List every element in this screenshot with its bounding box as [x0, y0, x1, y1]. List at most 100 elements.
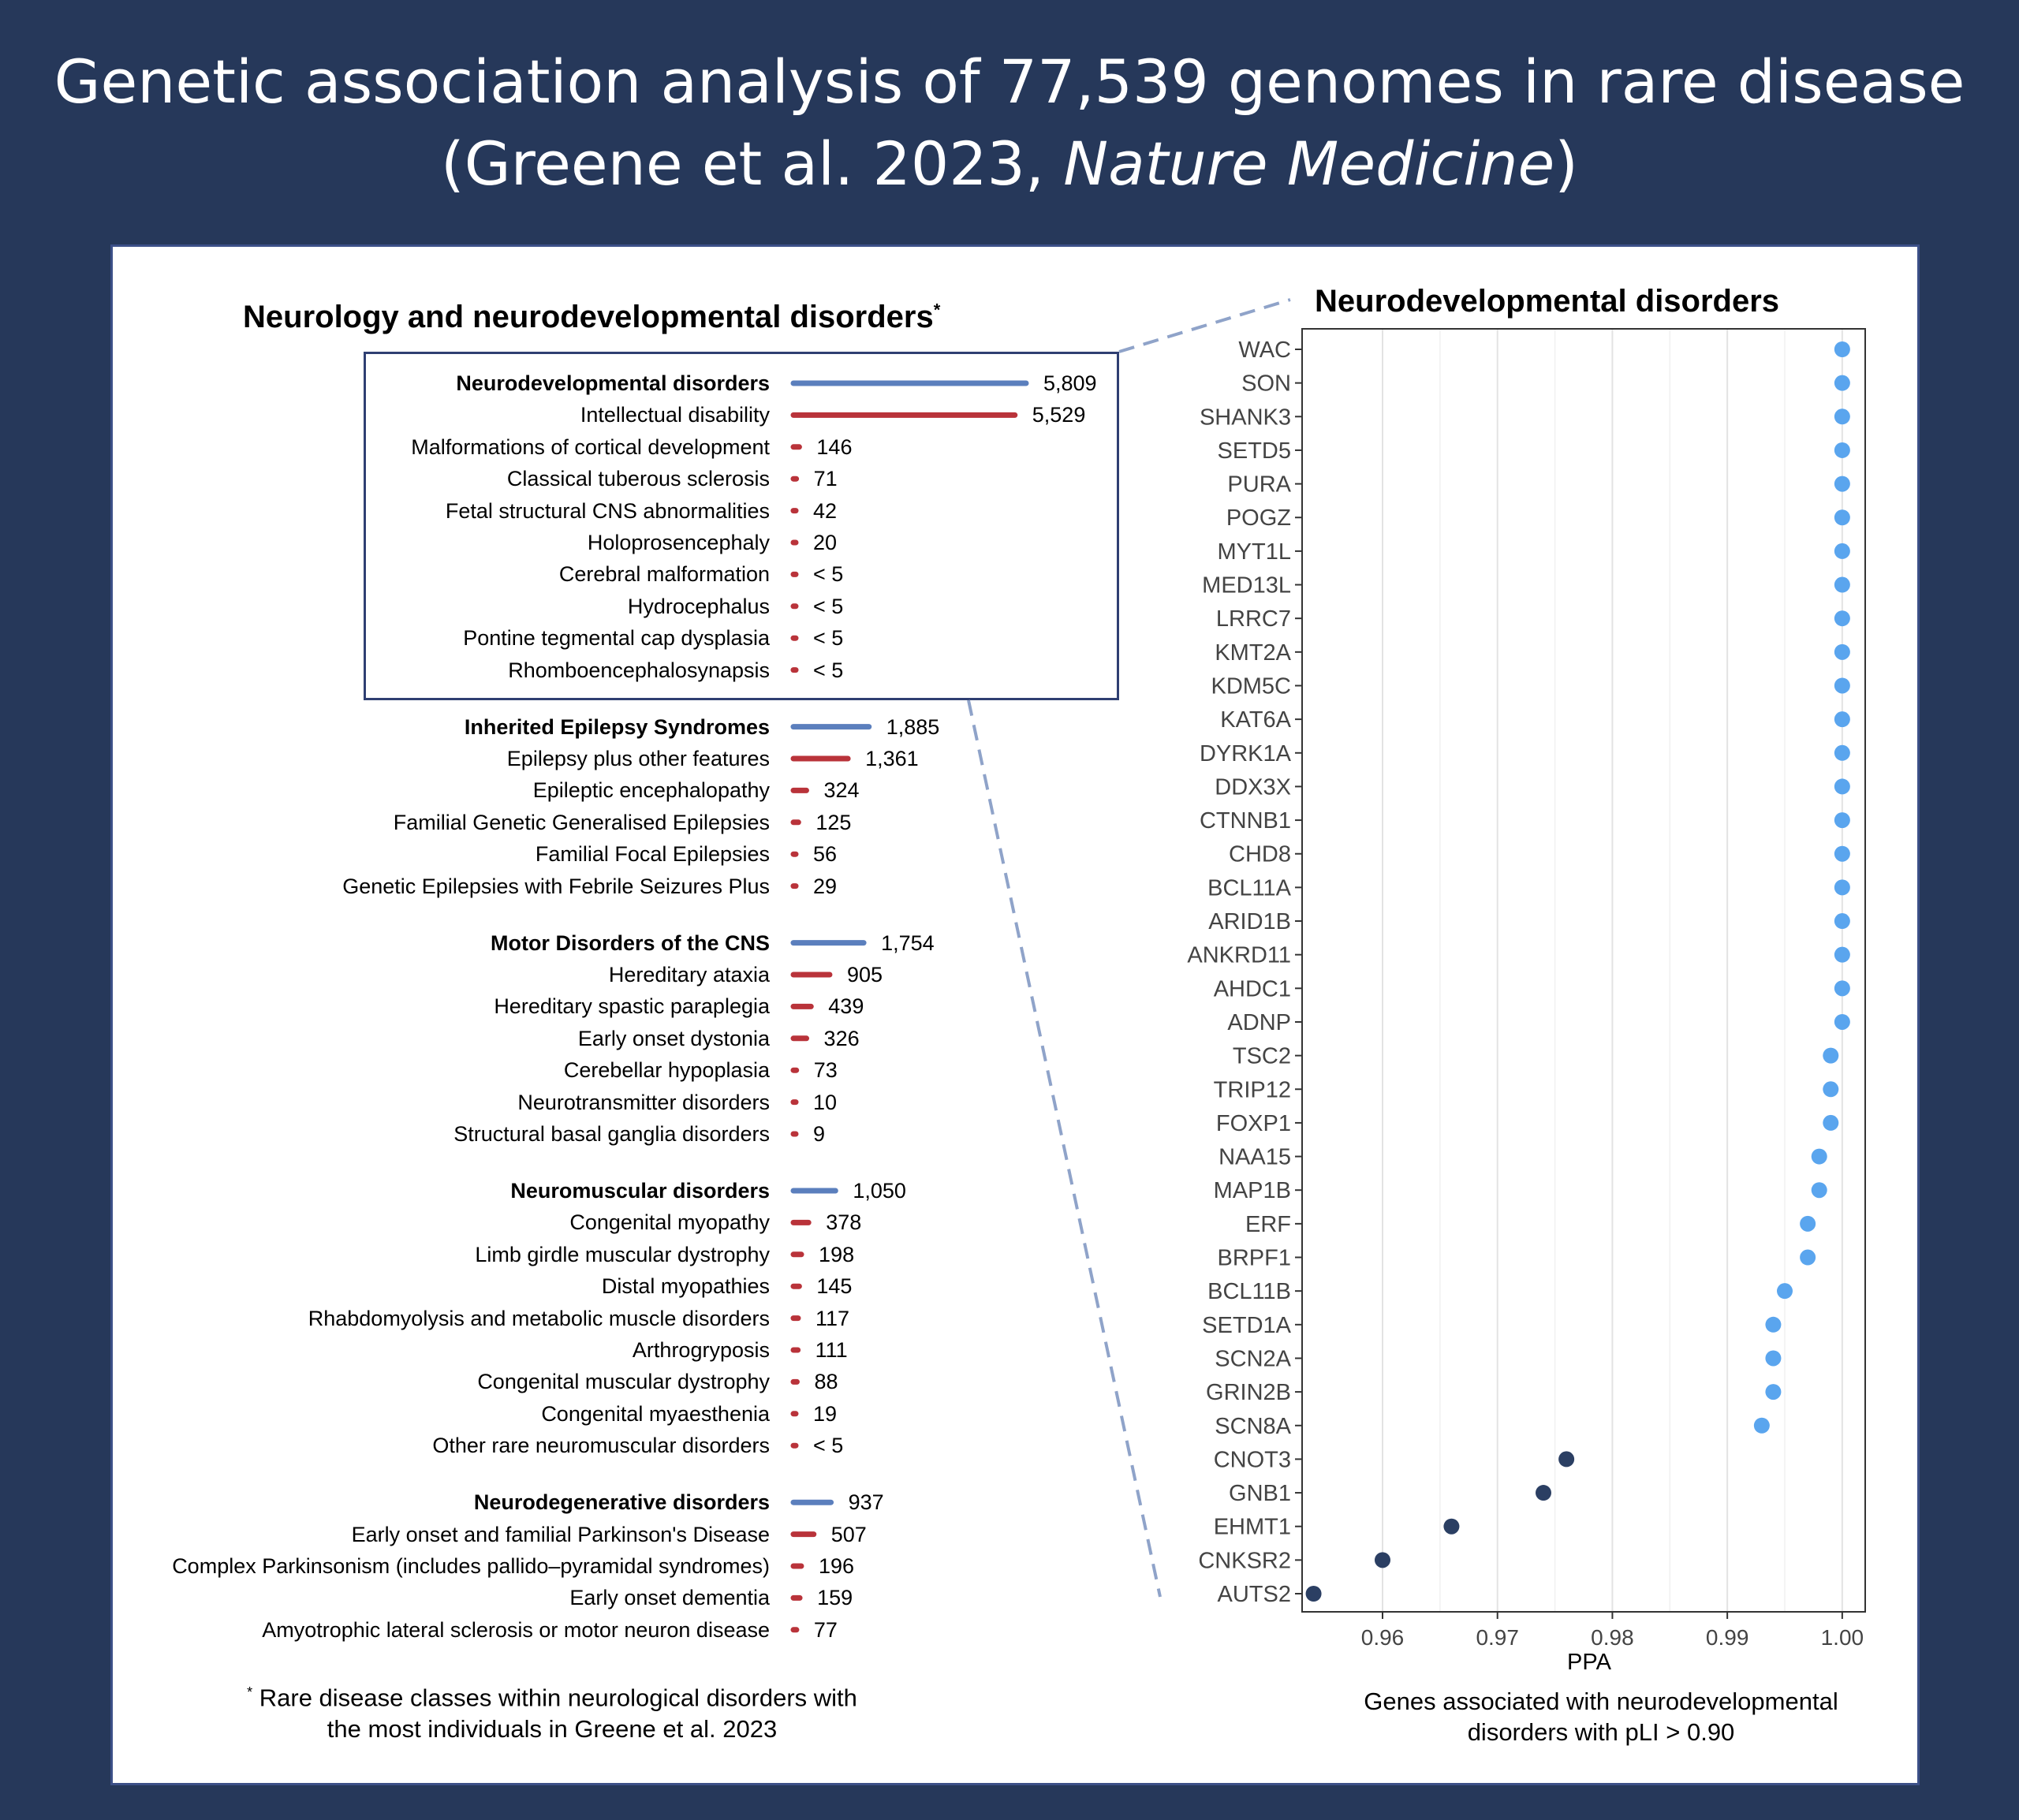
dot-kat6a: [1834, 711, 1850, 728]
dot-arid1b: [1834, 913, 1850, 930]
gene-label-kmt2a: KMT2A: [1215, 640, 1291, 666]
x-tick-label: 1.00: [1821, 1625, 1864, 1650]
value-label-early-onset-dystonia: 326: [823, 1026, 860, 1050]
dot-son: [1834, 375, 1850, 391]
value-label-complex-parkinsonism-includes-pallido-pyramidal-syndromes: 196: [818, 1554, 855, 1578]
dot-ehmt1: [1443, 1518, 1460, 1535]
value-label-cerebellar-hypoplasia: 73: [813, 1058, 838, 1083]
gene-label-scn2a: SCN2A: [1215, 1346, 1291, 1371]
gene-label-cnksr2: CNKSR2: [1198, 1548, 1291, 1573]
category-label-epileptic-encephalopathy: Epileptic encephalopathy: [532, 778, 770, 803]
right-chart-title: Neurodevelopmental disorders: [1315, 284, 1780, 319]
gene-label-kat6a: KAT6A: [1220, 707, 1291, 733]
slide-title-line1: Genetic association analysis of 77,539 g…: [54, 47, 1965, 117]
value-label-rhomboencephalosynapsis: < 5: [813, 658, 844, 682]
dot-chd8: [1834, 845, 1850, 862]
dot-myt1l: [1834, 543, 1850, 559]
value-label-pontine-tegmental-cap-dysplasia: < 5: [813, 626, 844, 651]
dot-pogz: [1834, 509, 1850, 526]
dot-med13l: [1834, 576, 1850, 593]
gene-label-ankrd11: ANKRD11: [1187, 943, 1291, 968]
x-tick-label: 0.99: [1706, 1625, 1749, 1650]
value-label-arthrogryposis: 111: [815, 1338, 848, 1362]
gene-label-bcl11a: BCL11A: [1207, 875, 1292, 901]
left-chart-title-text: Neurology and neurodevelopmental disorde…: [243, 300, 934, 334]
category-label-limb-girdle-muscular-dystrophy: Limb girdle muscular dystrophy: [475, 1242, 770, 1266]
value-label-familial-focal-epilepsies: 56: [813, 842, 838, 867]
category-label-other-rare-neuromuscular-disorders: Other rare neuromuscular disorders: [432, 1434, 770, 1458]
category-label-early-onset-dystonia: Early onset dystonia: [577, 1026, 770, 1050]
footnote-asterisk: *: [247, 1684, 253, 1700]
gene-label-cnot3: CNOT3: [1214, 1447, 1291, 1472]
dot-ddx3x: [1834, 778, 1850, 795]
gene-label-wac: WAC: [1238, 338, 1291, 363]
gene-label-trip12: TRIP12: [1214, 1077, 1291, 1102]
group-label-neurodegenerative-disorders: Neurodegenerative disorders: [473, 1490, 770, 1515]
dot-foxp1: [1823, 1114, 1839, 1131]
category-label-cerebral-malformation: Cerebral malformation: [558, 562, 770, 587]
x-tick-label: 0.98: [1591, 1625, 1634, 1650]
caption-line1: Genes associated with neurodevelopmental: [1364, 1688, 1838, 1715]
slide-title-line2: (Greene et al. 2023, Nature Medicine): [0, 123, 2019, 205]
gene-label-ehmt1: EHMT1: [1214, 1515, 1291, 1540]
dot-shank3: [1834, 408, 1850, 425]
category-label-fetal-structural-cns-abnormalities: Fetal structural CNS abnormalities: [445, 498, 770, 523]
category-label-congenital-muscular-dystrophy: Congenital muscular dystrophy: [477, 1370, 770, 1394]
gene-label-ctnnb1: CTNNB1: [1200, 808, 1291, 834]
x-tick-label: 0.96: [1361, 1625, 1405, 1650]
gene-label-kdm5c: KDM5C: [1211, 673, 1291, 699]
category-label-structural-basal-ganglia-disorders: Structural basal ganglia disorders: [453, 1122, 770, 1146]
value-label-cerebral-malformation: < 5: [813, 562, 844, 587]
gene-label-lrrc7: LRRC7: [1216, 606, 1291, 632]
value-label-motor-disorders-of-the-cns: 1,754: [881, 931, 935, 955]
category-label-malformations-of-cortical-development: Malformations of cortical development: [411, 434, 770, 459]
value-label-epilepsy-plus-other-features: 1,361: [865, 747, 919, 770]
dot-setd1a: [1765, 1316, 1782, 1333]
value-label-neuromuscular-disorders: 1,050: [853, 1179, 906, 1203]
category-label-familial-focal-epilepsies: Familial Focal Epilepsies: [535, 842, 770, 867]
gene-label-setd5: SETD5: [1218, 438, 1291, 464]
category-label-complex-parkinsonism-includes-pallido-pyramidal-syndromes: Complex Parkinsonism (includes pallido–p…: [172, 1554, 770, 1578]
category-label-rhomboencephalosynapsis: Rhomboencephalosynapsis: [508, 658, 770, 682]
category-label-cerebellar-hypoplasia: Cerebellar hypoplasia: [563, 1058, 770, 1083]
gene-label-foxp1: FOXP1: [1216, 1111, 1291, 1136]
gene-label-naa15: NAA15: [1218, 1145, 1291, 1170]
dot-bcl11b: [1777, 1283, 1793, 1300]
value-label-amyotrophic-lateral-sclerosis-or-motor-neuron-disease: 77: [813, 1617, 838, 1642]
connector-bottom: [967, 699, 1162, 1598]
slide-title: Genetic association analysis of 77,539 g…: [0, 41, 2019, 205]
gene-label-gnb1: GNB1: [1229, 1481, 1291, 1506]
value-label-other-rare-neuromuscular-disorders: < 5: [813, 1434, 844, 1458]
category-label-familial-genetic-generalised-epilepsies: Familial Genetic Generalised Epilepsies: [393, 810, 770, 834]
category-label-pontine-tegmental-cap-dysplasia: Pontine tegmental cap dysplasia: [463, 626, 770, 651]
journal-name: Nature Medicine: [1063, 129, 1555, 199]
dot-lrrc7: [1834, 610, 1850, 627]
dot-grin2b: [1765, 1384, 1782, 1400]
dot-setd5: [1834, 442, 1850, 458]
value-label-genetic-epilepsies-with-febrile-seizures-plus: 29: [813, 874, 838, 898]
title-asterisk: *: [933, 300, 941, 320]
dot-gnb1: [1536, 1485, 1551, 1501]
category-label-genetic-epilepsies-with-febrile-seizures-plus: Genetic Epilepsies with Febrile Seizures…: [342, 874, 770, 898]
value-label-congenital-myaesthenia: 19: [813, 1401, 838, 1426]
dot-cnksr2: [1375, 1552, 1390, 1568]
gene-label-erf: ERF: [1245, 1212, 1291, 1237]
x-tick-label: 0.97: [1476, 1625, 1519, 1650]
group-label-neurodevelopmental-disorders: Neurodevelopmental disorders: [456, 371, 770, 395]
dot-trip12: [1823, 1081, 1839, 1098]
value-label-epileptic-encephalopathy: 324: [823, 778, 860, 803]
dot-kdm5c: [1834, 677, 1850, 694]
category-label-hereditary-spastic-paraplegia: Hereditary spastic paraplegia: [494, 994, 770, 1019]
category-label-congenital-myopathy: Congenital myopathy: [569, 1210, 770, 1235]
dot-kmt2a: [1834, 643, 1850, 660]
dot-adnp: [1834, 1013, 1850, 1030]
category-label-classical-tuberous-sclerosis: Classical tuberous sclerosis: [506, 467, 770, 491]
gene-label-pura: PURA: [1227, 472, 1291, 498]
value-label-neurodevelopmental-disorders: 5,809: [1043, 371, 1097, 395]
gene-label-tsc2: TSC2: [1233, 1044, 1291, 1069]
dot-map1b: [1811, 1182, 1827, 1199]
dot-ankrd11: [1834, 946, 1850, 963]
value-label-congenital-muscular-dystrophy: 88: [814, 1370, 838, 1394]
gene-label-son: SON: [1241, 371, 1291, 397]
